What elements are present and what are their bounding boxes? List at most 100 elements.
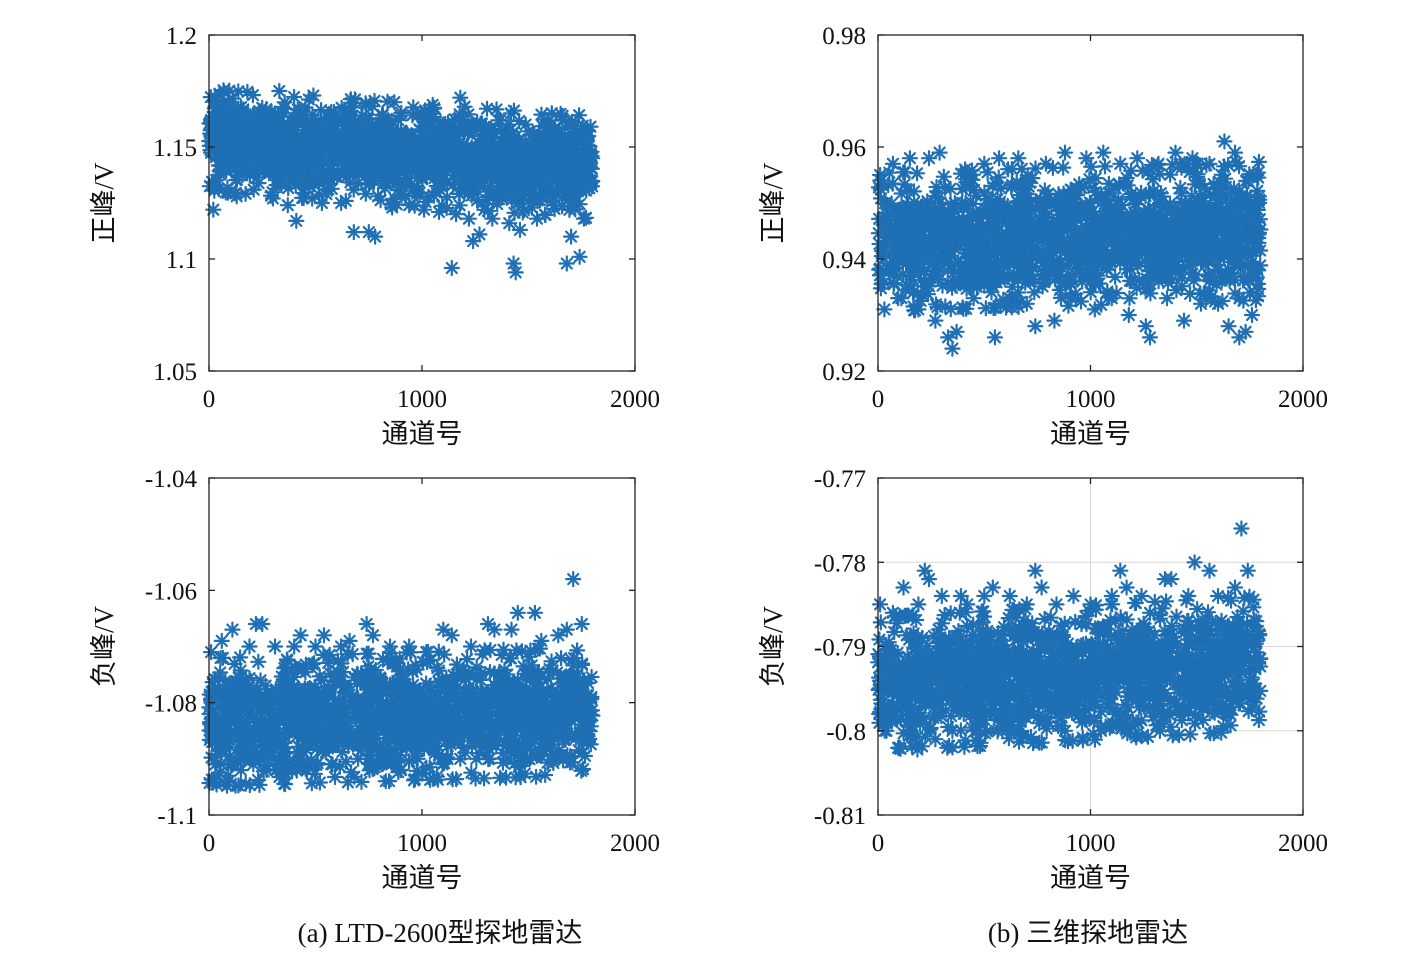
scatter-point [411,752,425,766]
scatter-point [874,281,888,295]
scatter-point [1088,302,1102,316]
scatter-point [583,174,597,188]
scatter-point [928,314,942,328]
scatter-point [228,687,242,701]
scatter-point [527,167,541,181]
scatter-point [1058,146,1072,160]
scatter-point [581,735,595,749]
scatter-point [303,727,317,741]
scatter-point [1170,235,1184,249]
x-tick-label: 1000 [397,830,447,857]
scatter-point [1118,244,1132,258]
scatter-point [1160,291,1174,305]
scatter-point [878,234,892,248]
scatter-point [509,265,523,279]
scatter-point [338,728,352,742]
scatter-point [559,172,573,186]
scatter-point [1092,277,1106,291]
scatter-point [1057,234,1071,248]
scatter-point [1195,213,1209,227]
scatter-point [436,118,450,132]
x-tick-label: 0 [203,830,216,857]
scatter-point [1060,260,1074,274]
scatter-point [560,623,574,637]
scatter-point [251,773,265,787]
scatter-point [289,214,303,228]
scatter-point [500,721,514,735]
scatter-point [225,134,239,148]
scatter-point [1128,197,1142,211]
scatter-point [292,740,306,754]
scatter-point [1095,188,1109,202]
scatter-point [1232,159,1246,173]
scatter-point [444,709,458,723]
scatter-point [377,135,391,149]
scatter-point [208,757,222,771]
scatter-point [458,100,472,114]
scatter-series [202,572,599,793]
scatter-point [513,223,527,237]
scatter-point [365,154,379,168]
scatter-point [383,640,397,654]
scatter-point [528,606,542,620]
scatter-point [252,695,266,709]
scatter-point [318,691,332,705]
scatter-point [505,623,519,637]
scatter-point [282,152,296,166]
scatter-point [361,721,375,735]
scatter-point [217,733,231,747]
scatter-point [564,230,578,244]
scatter-point [878,217,892,231]
scatter-point [247,183,261,197]
scatter-point [545,106,559,120]
scatter-point [573,250,587,264]
scatter-point [235,741,249,755]
scatter-point [565,755,579,769]
scatter-point [313,669,327,683]
scatter-point [318,739,332,753]
scatter-point [394,763,408,777]
scatter-point [487,623,501,637]
scatter-point [570,643,584,657]
scatter-point [1118,225,1132,239]
scatter-point [430,661,444,675]
scatter-point [313,776,327,790]
scatter-point [1065,213,1079,227]
scatter-point [1132,273,1146,287]
y-tick-label: 1.2 [166,23,197,50]
scatter-point [347,670,361,684]
scatter-point [270,144,284,158]
scatter-point [298,115,312,129]
scatter-point [895,187,909,201]
scatter-point [224,756,238,770]
scatter-point [368,94,382,108]
scatter-point [1047,314,1061,328]
scatter-point [368,230,382,244]
scatter-point [1007,269,1021,283]
scatter-point [299,658,313,672]
scatter-point [1092,223,1106,237]
scatter-point [1228,146,1242,160]
scatter-point [381,655,395,669]
scatter-point [497,151,511,165]
scatter-point [575,617,589,631]
scatter-point [360,647,374,661]
scatter-point [560,257,574,271]
scatter-point [1069,188,1083,202]
scatter-point [247,731,261,745]
scatter-point [286,123,300,137]
scatter-point [514,187,528,201]
scatter-point [509,643,523,657]
scatter-point [383,716,397,730]
scatter-point [453,752,467,766]
scatter-point [294,158,308,172]
scatter-point [534,634,548,648]
scatter-point [427,189,441,203]
scatter-point [917,263,931,277]
scatter-point [1122,308,1136,322]
scatter-point [967,251,981,265]
scatter-point [1248,261,1262,275]
scatter-point [1215,274,1229,288]
scatter-point [1028,319,1042,333]
scatter-point [1096,146,1110,160]
